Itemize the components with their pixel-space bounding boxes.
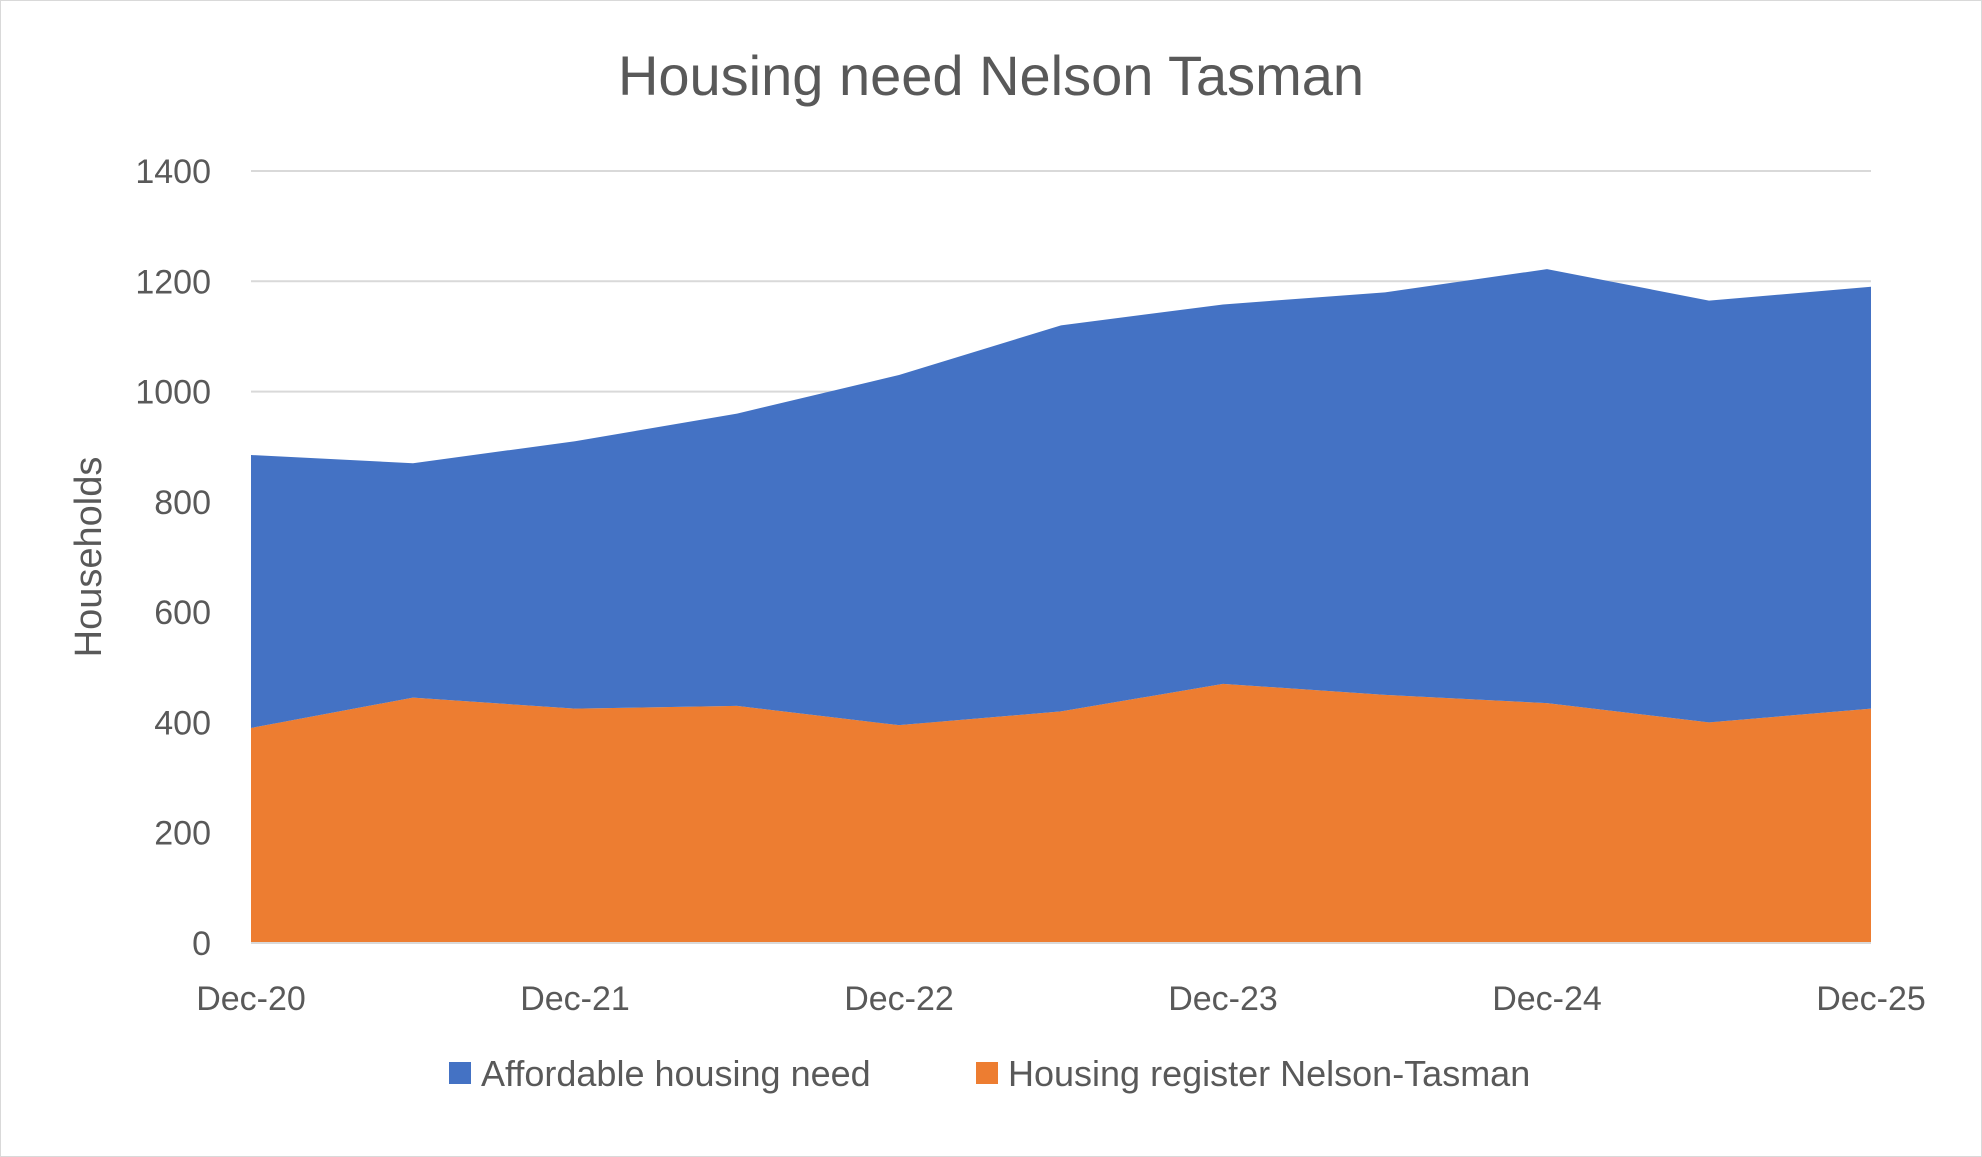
- x-tick-label: Dec-24: [1492, 980, 1602, 1018]
- y-tick-label: 600: [154, 594, 211, 632]
- y-tick-label: 1200: [135, 263, 211, 301]
- legend-item: Affordable housing need: [449, 1053, 871, 1094]
- legend-label: Affordable housing need: [481, 1053, 871, 1094]
- area-series: [251, 269, 1871, 943]
- x-tick-label: Dec-25: [1816, 980, 1926, 1018]
- legend-swatch: [449, 1062, 471, 1084]
- legend-swatch: [976, 1062, 998, 1084]
- legend-item: Housing register Nelson-Tasman: [976, 1053, 1530, 1094]
- x-tick-label: Dec-22: [844, 980, 954, 1018]
- y-tick-label: 800: [154, 484, 211, 522]
- y-tick-label: 1400: [135, 153, 211, 191]
- area-series-1: [251, 269, 1871, 728]
- legend-label: Housing register Nelson-Tasman: [1008, 1053, 1530, 1094]
- x-tick-label: Dec-21: [520, 980, 630, 1018]
- x-axis-ticks: Dec-20 Dec-21 Dec-22 Dec-23 Dec-24 Dec-25: [196, 980, 1926, 1018]
- y-axis-label: Households: [68, 457, 110, 658]
- x-tick-label: Dec-20: [196, 980, 306, 1018]
- chart-title: Housing need Nelson Tasman: [618, 44, 1364, 107]
- y-tick-label: 1000: [135, 374, 211, 412]
- y-axis-ticks: 0 200 400 600 800 1000 1200 1400: [135, 153, 211, 963]
- x-tick-label: Dec-23: [1168, 980, 1278, 1018]
- y-tick-label: 200: [154, 815, 211, 853]
- legend: Affordable housing need Housing register …: [449, 1053, 1530, 1094]
- area-series-0: [251, 683, 1871, 943]
- y-tick-label: 0: [192, 925, 211, 963]
- y-tick-label: 400: [154, 704, 211, 742]
